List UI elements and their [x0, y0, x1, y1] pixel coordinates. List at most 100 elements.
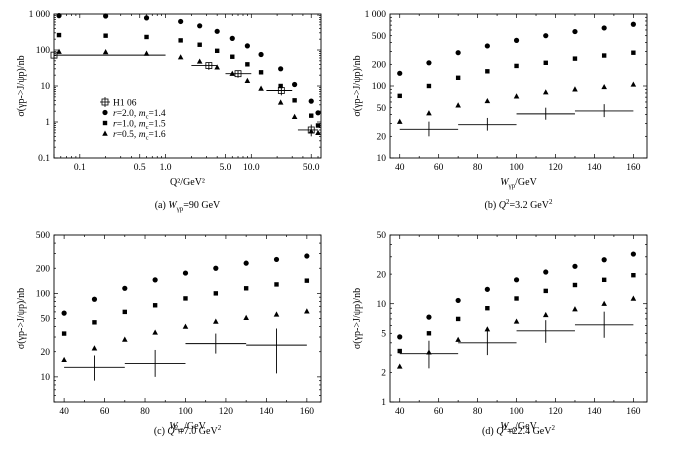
data-point-triangle: [121, 336, 128, 342]
series-square: [397, 272, 636, 354]
x-tick-label: 80: [140, 407, 150, 417]
data-point-square: [601, 277, 607, 283]
x-tick-label: 1.0: [160, 163, 172, 173]
data-point-triangle: [455, 102, 461, 108]
data-point-circle: [278, 66, 284, 72]
data-point-triangle: [396, 363, 403, 369]
data-point-triangle: [542, 311, 549, 318]
data-point-square: [397, 348, 402, 354]
data-point-triangle: [455, 336, 461, 342]
data-point-circle: [484, 286, 490, 292]
panel-caption: (a) Wγp=90 GeV: [155, 200, 221, 213]
data-point-square: [274, 282, 279, 287]
data-point-square: [426, 83, 432, 89]
y-tick-label: 500: [372, 32, 387, 42]
y-tick-label: 20: [377, 270, 387, 280]
y-tick-label: 10: [41, 82, 51, 92]
series-circle: [61, 253, 310, 316]
data-point-square: [572, 282, 578, 288]
data-point-triangle: [196, 58, 203, 64]
data-point-triangle: [214, 64, 220, 70]
y-tick-label: 100: [36, 46, 51, 56]
y-axis-label: σ(γp->J/ψp)/nb: [352, 55, 363, 116]
chart-panel-d: 1 2 5 10 20 50 40 60 80 100 120 140 160 σ(γp->J/ψp)/n…: [352, 231, 648, 437]
series-square: [397, 50, 636, 99]
series-square: [56, 32, 321, 128]
data-point-open-square: [234, 70, 242, 78]
data-point-circle: [304, 253, 310, 259]
data-point-square: [543, 60, 548, 66]
x-tick-label: 160: [300, 407, 315, 417]
data-point-square: [243, 286, 249, 291]
data-point-square: [572, 56, 578, 61]
data-point-circle: [178, 18, 184, 25]
data-point-triangle: [601, 300, 607, 306]
data-point-square: [304, 278, 310, 283]
data-point-triangle: [426, 110, 432, 116]
data-point-square: [601, 53, 607, 58]
data-point-open-square: [205, 62, 213, 69]
data-point-circle: [315, 110, 321, 116]
y-tick-label: 5: [381, 329, 386, 339]
y-tick-label: 100: [372, 82, 387, 92]
data-point-circle: [601, 257, 607, 263]
y-tick-label: 1 000: [29, 10, 51, 20]
series-open-square-cross: [399, 311, 634, 369]
data-point-square: [631, 272, 636, 278]
y-tick-label: 10: [377, 154, 387, 164]
plot-frame: [389, 234, 648, 403]
data-point-triangle: [572, 306, 578, 312]
data-point-circle: [601, 25, 607, 31]
data-point-square: [455, 316, 461, 322]
data-point-circle: [455, 297, 461, 304]
data-point-circle: [197, 23, 203, 29]
x-tick-label: 140: [587, 407, 602, 417]
series-open-square-cross: [399, 104, 634, 137]
series-circle: [397, 251, 636, 340]
x-tick-label: 160: [626, 163, 641, 173]
data-point-square: [278, 83, 283, 89]
data-point-square: [514, 296, 519, 301]
data-point-triangle: [513, 318, 520, 324]
data-point-circle: [102, 109, 108, 116]
x-tick-label: 140: [259, 407, 274, 417]
series-circle: [397, 21, 636, 76]
data-point-square: [315, 123, 321, 128]
x-tick-label: 140: [587, 163, 602, 173]
y-axis-label: σ(γp->J/ψp)/nb: [16, 288, 27, 349]
data-point-circle: [91, 296, 98, 302]
data-point-square: [122, 309, 127, 315]
data-point-square: [92, 320, 97, 325]
data-point-circle: [61, 310, 67, 316]
y-tick-label: 1: [45, 118, 50, 128]
data-point-square: [292, 98, 297, 103]
series-triangle: [396, 81, 637, 124]
data-point-circle: [152, 277, 158, 283]
data-point-triangle: [244, 77, 251, 83]
y-tick-label: 0.1: [38, 154, 50, 164]
data-point-triangle: [102, 48, 109, 55]
data-point-square: [230, 54, 235, 59]
data-point-square: [214, 48, 220, 54]
chart-panel-b: 10 20 50 100 200 500 1 000 40 60 80 100 120 140 160 σ(…: [352, 10, 648, 211]
data-point-square: [543, 288, 548, 294]
data-point-triangle: [291, 113, 298, 119]
data-point-circle: [630, 21, 636, 27]
y-tick-label: 50: [41, 315, 51, 325]
data-point-triangle: [91, 345, 98, 351]
data-point-triangle: [484, 97, 491, 104]
data-point-square: [455, 75, 461, 80]
x-tick-label: 160: [626, 407, 641, 417]
data-point-circle: [572, 28, 578, 35]
data-point-circle: [214, 28, 220, 34]
y-axis-label: σ(γp->J/ψp)/nb: [16, 55, 27, 116]
x-tick-label: 60: [434, 163, 444, 173]
x-tick-label: 100: [509, 163, 524, 173]
data-point-triangle: [315, 129, 321, 136]
y-tick-label: 50: [377, 231, 387, 241]
x-tick-label: 120: [219, 407, 234, 417]
x-tick-label: 100: [178, 407, 193, 417]
panel-caption: (d) Q2=22.4 GeV2: [482, 424, 555, 437]
data-point-square: [213, 291, 219, 296]
series-circle: [56, 13, 321, 116]
